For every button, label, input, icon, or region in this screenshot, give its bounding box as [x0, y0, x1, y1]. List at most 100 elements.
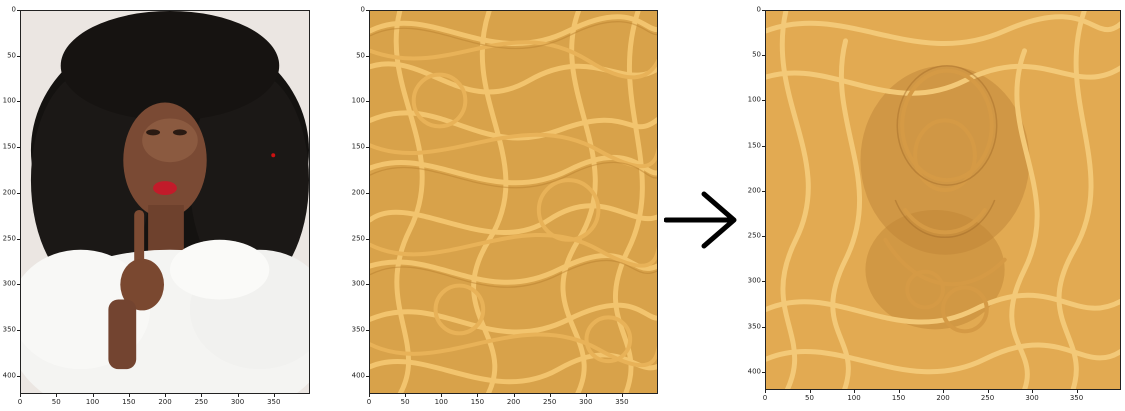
x-tick-mark: [585, 394, 587, 397]
x-tick-label: 300: [230, 398, 245, 406]
portrait-photo: [21, 11, 309, 393]
x-tick-label: 250: [980, 394, 995, 402]
x-tick-mark: [1032, 390, 1033, 393]
y-tick-label: 0: [756, 5, 761, 14]
y-tick-mark: [762, 55, 765, 57]
x-tick-label: 200: [506, 398, 521, 406]
y-tick-label: 150: [351, 142, 365, 151]
y-tick-label: 300: [747, 276, 761, 285]
right-arrow-icon: [664, 191, 737, 249]
x-tick-label: 100: [847, 394, 861, 402]
stylized-output-image: [765, 10, 1121, 390]
y-tick-label: 100: [747, 95, 761, 104]
x-tick-label: 100: [434, 398, 448, 406]
y-tick-label: 200: [351, 188, 365, 197]
y-tick-mark: [366, 192, 369, 194]
x-tick-label: 250: [194, 398, 208, 406]
x-tick-label: 250: [542, 398, 557, 406]
x-tick-label: 0: [366, 398, 372, 406]
y-tick-mark: [762, 371, 765, 373]
y-tick-mark: [17, 101, 20, 103]
y-tick-label: 350: [2, 325, 16, 334]
x-tick-mark: [513, 394, 515, 397]
x-tick-label: 200: [936, 394, 950, 402]
y-tick-label: 0: [360, 5, 365, 14]
x-tick-mark: [20, 394, 21, 397]
y-tick-mark: [366, 10, 369, 11]
x-tick-mark: [549, 394, 551, 397]
x-tick-mark: [1076, 390, 1078, 393]
y-tick-label: 400: [351, 371, 365, 380]
x-tick-mark: [441, 394, 443, 397]
x-tick-label: 200: [158, 398, 172, 406]
y-tick-mark: [17, 10, 20, 11]
content-image: [20, 10, 310, 394]
y-tick-mark: [366, 101, 369, 103]
y-tick-label: 250: [747, 231, 761, 240]
y-tick-mark: [17, 238, 20, 240]
x-tick-mark: [273, 394, 275, 397]
x-tick-mark: [477, 394, 479, 397]
x-tick-label: 100: [85, 398, 100, 406]
x-tick-mark: [987, 390, 989, 393]
y-tick-mark: [17, 147, 20, 149]
x-tick-label: 50: [51, 398, 61, 406]
y-tick-mark: [762, 281, 765, 283]
y-tick-label: 300: [351, 279, 365, 288]
y-tick-label: 0: [11, 5, 16, 14]
x-tick-label: 0: [762, 394, 768, 402]
spaghetti-photo: [370, 11, 657, 393]
y-tick-mark: [17, 55, 20, 57]
x-tick-mark: [201, 394, 203, 397]
y-tick-mark: [17, 284, 20, 286]
y-tick-mark: [366, 55, 369, 57]
y-tick-mark: [366, 284, 369, 286]
y-tick-label: 350: [351, 325, 365, 334]
x-tick-label: 50: [805, 394, 814, 402]
y-tick-mark: [762, 326, 765, 328]
x-tick-mark: [765, 390, 766, 393]
y-tick-mark: [17, 192, 20, 194]
x-tick-label: 300: [1025, 394, 1039, 402]
y-tick-label: 350: [747, 322, 761, 331]
spaghetti-portrait: [766, 11, 1120, 389]
x-tick-label: 150: [891, 394, 906, 402]
x-tick-label: 50: [400, 398, 410, 406]
y-tick-label: 100: [351, 96, 365, 105]
x-tick-label: 350: [615, 398, 629, 406]
x-tick-mark: [56, 394, 58, 397]
x-tick-mark: [621, 394, 623, 397]
x-tick-label: 300: [579, 398, 593, 406]
x-tick-mark: [369, 394, 370, 397]
y-tick-mark: [762, 10, 765, 11]
x-tick-mark: [405, 394, 407, 397]
y-tick-label: 100: [2, 96, 16, 105]
x-tick-mark: [128, 394, 130, 397]
y-tick-mark: [17, 330, 20, 331]
y-tick-mark: [762, 190, 765, 192]
y-tick-mark: [366, 238, 369, 240]
x-tick-mark: [165, 394, 166, 397]
y-tick-label: 400: [2, 371, 16, 380]
y-tick-label: 50: [7, 51, 16, 60]
y-tick-label: 250: [351, 234, 365, 243]
x-tick-mark: [237, 394, 239, 397]
x-tick-label: 150: [470, 398, 485, 406]
y-tick-label: 50: [356, 51, 365, 60]
y-tick-label: 200: [747, 186, 761, 195]
y-tick-label: 400: [747, 367, 761, 376]
y-tick-mark: [17, 375, 20, 377]
x-tick-mark: [92, 394, 94, 397]
y-tick-label: 300: [2, 279, 16, 288]
x-tick-label: 0: [17, 398, 23, 406]
x-tick-label: 350: [1069, 394, 1084, 402]
style-image: [369, 10, 658, 394]
x-tick-mark: [898, 390, 900, 393]
y-tick-mark: [762, 236, 765, 238]
x-tick-label: 150: [122, 398, 136, 406]
y-tick-mark: [762, 100, 765, 102]
y-tick-label: 150: [747, 141, 761, 150]
y-tick-label: 50: [752, 50, 761, 59]
x-tick-mark: [854, 390, 855, 393]
y-tick-label: 250: [2, 234, 16, 243]
